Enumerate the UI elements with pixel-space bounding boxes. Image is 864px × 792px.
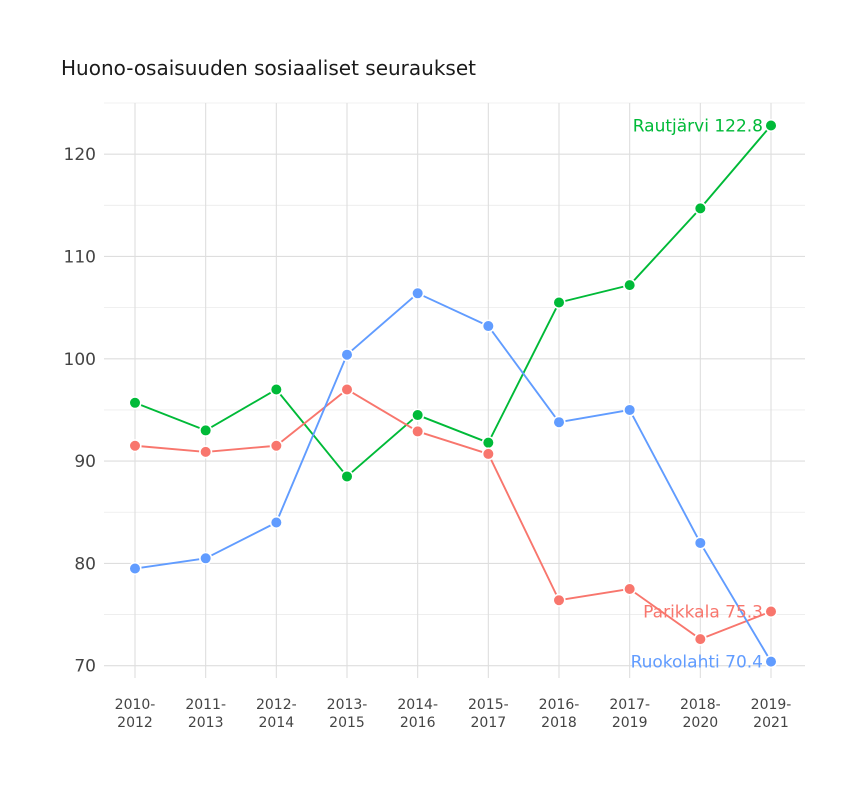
- series-lines: [134, 124, 772, 663]
- x-tick-label: 2010-2012: [115, 697, 156, 731]
- series-line-parikkala: [134, 388, 772, 641]
- data-point-parikkala: [411, 424, 425, 439]
- data-point-rautjärvi: [199, 423, 213, 438]
- x-tick-label: 2011-2013: [185, 697, 226, 731]
- x-tick-label: 2015-2017: [468, 697, 509, 731]
- x-tick-label: 2016-2018: [539, 697, 580, 731]
- data-point-parikkala: [199, 445, 213, 459]
- y-tick-label: 80: [74, 554, 96, 574]
- data-point-rautjärvi: [269, 382, 283, 397]
- chart-title: Huono-osaisuuden sosiaaliset seuraukset: [61, 56, 476, 80]
- x-tick-label: 2014-2016: [397, 697, 438, 731]
- data-point-rautjärvi: [481, 436, 495, 450]
- minor-gridlines: [104, 102, 805, 615]
- x-tick-label: 2013-2015: [327, 697, 368, 731]
- x-tick-label: 2018-2020: [680, 697, 721, 731]
- data-point-ruokolahti: [481, 319, 495, 333]
- y-tick-label: 110: [64, 247, 96, 267]
- end-label-parikkala: Parikkala 75.3: [643, 602, 763, 622]
- data-point-parikkala: [340, 382, 354, 397]
- data-point-ruokolahti: [340, 348, 354, 362]
- end-label-ruokolahti: Ruokolahti 70.4: [631, 653, 763, 673]
- data-point-parikkala: [552, 593, 566, 607]
- data-point-parikkala: [764, 604, 778, 619]
- data-point-ruokolahti: [269, 515, 283, 530]
- data-point-ruokolahti: [693, 536, 707, 550]
- end-label-rautjärvi: Rautjärvi 122.8: [633, 117, 763, 137]
- data-point-rautjärvi: [693, 201, 707, 215]
- x-tick-label: 2012-2014: [256, 697, 297, 731]
- data-point-ruokolahti: [623, 403, 637, 417]
- y-tick-label: 100: [64, 350, 96, 370]
- data-point-parikkala: [623, 582, 637, 596]
- data-point-rautjärvi: [764, 118, 778, 133]
- x-tick-label: 2019-2021: [751, 697, 792, 731]
- y-tick-label: 70: [74, 657, 96, 677]
- x-tick-label: 2017-2019: [609, 697, 650, 731]
- y-tick-label: 90: [74, 452, 96, 472]
- data-point-rautjärvi: [411, 408, 425, 422]
- y-axis-tick-labels: 70 80 90 100 110 120: [64, 145, 96, 677]
- series-line-rautjärvi: [134, 124, 772, 478]
- series-end-labels: Rautjärvi 122.8 Parikkala 75.3 Ruokolahti …: [631, 117, 763, 673]
- data-point-ruokolahti: [552, 415, 566, 429]
- data-point-rautjärvi: [128, 396, 142, 410]
- major-gridlines: [104, 103, 805, 678]
- data-point-parikkala: [128, 439, 142, 453]
- data-point-parikkala: [481, 447, 495, 461]
- data-point-ruokolahti: [128, 561, 142, 576]
- y-tick-label: 120: [64, 145, 96, 165]
- data-point-rautjärvi: [340, 469, 354, 484]
- data-point-ruokolahti: [199, 551, 213, 565]
- data-point-parikkala: [693, 632, 707, 646]
- data-point-ruokolahti: [764, 655, 778, 669]
- data-point-ruokolahti: [411, 286, 425, 300]
- series-points: [128, 118, 778, 669]
- data-point-rautjärvi: [623, 278, 637, 292]
- data-point-parikkala: [269, 439, 283, 453]
- data-point-rautjärvi: [552, 295, 566, 310]
- x-axis-tick-labels: 2010-2012 2011-2013 2012-2014 2013-2015 2014…: [115, 697, 792, 731]
- series-line-ruokolahti: [134, 292, 772, 663]
